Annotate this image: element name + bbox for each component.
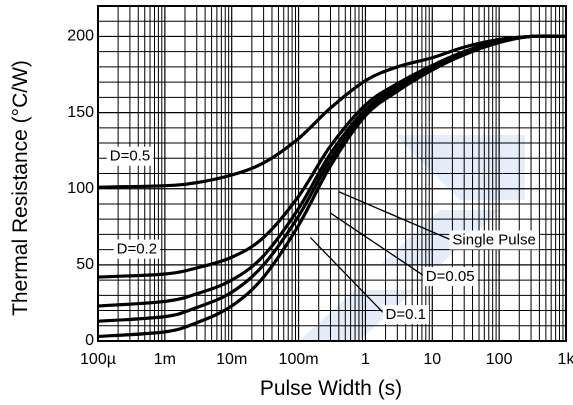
x-tick-labels: 100µ 1m 10m 100m 1 10 100 1k	[80, 351, 573, 368]
annotation-text: D=0.1	[386, 306, 426, 323]
annotation-label-background	[113, 239, 161, 259]
y-tick-label: 100	[67, 180, 94, 197]
grid-lines	[97, 6, 566, 341]
leader-line	[330, 212, 427, 278]
annotation-text: D=0.5	[110, 148, 150, 165]
series-line-single-pulse	[97, 34, 567, 339]
plot-frame	[97, 5, 567, 342]
annotation-label-background	[382, 305, 430, 325]
series-line-d-0-5	[97, 34, 567, 189]
x-tick-label: 10	[423, 351, 441, 368]
leader-line	[338, 191, 453, 242]
series-lines	[97, 34, 567, 339]
annotation-text: D=0.05	[426, 268, 475, 285]
x-tick-label: 1k	[558, 351, 573, 368]
y-tick-labels: 0 50 100 150 200	[67, 28, 94, 350]
annotation-label-background	[422, 267, 478, 287]
y-tick-label: 150	[67, 104, 94, 121]
annotation-label: Single Pulse	[449, 230, 539, 250]
x-tick-label: 1m	[154, 351, 176, 368]
annotation-text: D=0.2	[117, 241, 157, 258]
annotation-leaders	[309, 191, 453, 316]
y-tick-label: 0	[85, 332, 94, 349]
annotation-label: D=0.1	[382, 305, 430, 325]
annotation-label-background	[449, 230, 539, 250]
annotation-labels: D=0.5 D=0.2 Single Pulse D=0.05 D=0.1	[106, 146, 539, 325]
annotation-label-background	[106, 146, 154, 166]
y-tick-label: 50	[76, 256, 94, 273]
annotation-label: D=0.5	[106, 146, 154, 166]
x-tick-label: 100	[486, 351, 513, 368]
x-tick-label: 100m	[279, 351, 319, 368]
annotation-label: D=0.05	[422, 267, 478, 287]
annotation-label: D=0.2	[113, 239, 161, 259]
x-axis-label: Pulse Width (s)	[260, 377, 402, 400]
x-tick-label: 10m	[216, 351, 247, 368]
leader-line	[309, 237, 387, 316]
x-tick-label: 1	[361, 351, 370, 368]
x-tick-label: 100µ	[80, 351, 116, 368]
y-tick-label: 200	[67, 28, 94, 45]
y-axis-label: Thermal Resistance (°C/W)	[9, 60, 32, 316]
annotation-text: Single Pulse	[452, 231, 535, 248]
